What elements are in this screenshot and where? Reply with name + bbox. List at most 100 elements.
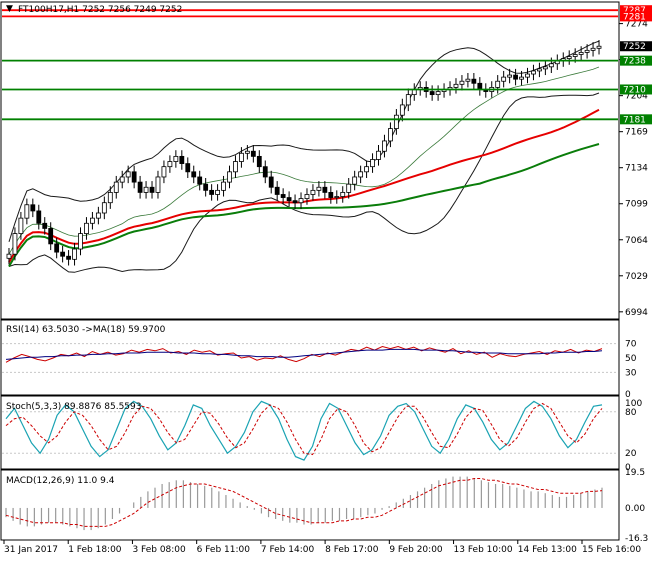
candle-body	[519, 76, 524, 80]
candle-body	[66, 255, 71, 260]
candle-body	[471, 78, 477, 84]
candle-body	[203, 183, 209, 191]
time-tick-label: 8 Feb 17:00	[325, 545, 379, 555]
candle-body	[578, 52, 584, 55]
candle-body	[250, 150, 256, 157]
candle-body	[137, 181, 143, 193]
stochastic-plot	[2, 400, 618, 461]
macd-plot	[5, 476, 603, 531]
price-tick-label: 7064	[625, 236, 648, 246]
candle-body	[227, 171, 232, 183]
candle-body	[280, 194, 286, 198]
price-panel-frame	[0, 1, 620, 320]
rsi-plot	[2, 343, 618, 373]
rsi-tick-label: 0	[625, 390, 631, 400]
candle-body	[405, 94, 411, 106]
price-tick-label: 7274	[625, 20, 648, 30]
candle-body	[340, 192, 346, 197]
candle-body	[525, 73, 530, 78]
candle-body	[179, 155, 185, 164]
stoch-k-line	[5, 400, 603, 461]
candle-body	[393, 114, 399, 129]
candle-body	[382, 140, 387, 152]
stoch-d-line	[5, 402, 603, 456]
candle-body	[84, 222, 89, 234]
candle-body	[596, 45, 602, 49]
candle-body	[465, 78, 471, 82]
candle-body	[6, 253, 12, 259]
candle-body	[292, 200, 298, 204]
macd-panel-frame	[0, 469, 620, 541]
level-price-tag-text: 7210	[623, 85, 646, 95]
candle-body	[477, 82, 483, 90]
rsi-tick-label: 30	[625, 368, 637, 378]
candle-body	[346, 183, 352, 193]
candle-body	[584, 49, 590, 53]
time-tick-label: 7 Feb 14:00	[261, 545, 315, 555]
candle-body	[364, 166, 369, 173]
level-price-tag	[620, 5, 652, 16]
candle-body	[36, 210, 42, 224]
level-price-tag-text: 7181	[623, 115, 646, 125]
candle-body	[316, 186, 322, 191]
symbol-header: FT100H17,H1 7252 7256 7249 7252	[18, 5, 182, 15]
macd-signal-line	[5, 478, 603, 527]
candle-body	[95, 212, 101, 219]
moving-average-green-line	[8, 143, 600, 267]
candle-body	[334, 196, 340, 198]
time-tick-label: 15 Feb 16:00	[582, 545, 641, 555]
macd-tick-label: 0.00	[625, 504, 645, 514]
candle-body	[239, 152, 244, 162]
candle-body	[78, 233, 83, 250]
candle-body	[358, 171, 364, 178]
candle-body	[352, 176, 358, 185]
price-tick-label: 7029	[625, 272, 648, 282]
candle-body	[131, 171, 137, 183]
rsi-tick-label: 70	[625, 340, 637, 350]
dropdown-arrow-icon[interactable]: ▼	[6, 4, 13, 14]
candle-body	[531, 70, 536, 75]
candle-body	[72, 248, 77, 260]
candle-body	[399, 104, 405, 116]
candle-body	[197, 176, 203, 185]
candle-body	[268, 176, 274, 188]
candle-body	[548, 63, 554, 68]
time-tick-label: 31 Jan 2017	[4, 545, 58, 555]
rsi-line	[5, 345, 603, 363]
stoch-title: Stoch(5,3,3) 89.8876 85.5593	[6, 402, 141, 412]
candle-body	[542, 66, 548, 70]
candle-body	[572, 54, 578, 57]
candle-body	[101, 202, 107, 214]
candle-body	[376, 150, 381, 160]
candle-body	[191, 171, 197, 178]
candle-body	[107, 192, 113, 204]
candle-body	[173, 155, 179, 162]
candle-body	[12, 233, 18, 255]
macd-title: MACD(12,26,9) 11.0 9.4	[6, 476, 115, 486]
rsi-tick-label: 50	[625, 354, 637, 364]
price-plot	[2, 9, 618, 273]
candle-body	[155, 176, 161, 193]
axes: 7274723972047169713470997064702969947287…	[3, 5, 652, 555]
candle-body	[566, 56, 572, 59]
stoch-tick-label: 0	[625, 463, 631, 473]
level-price-tag	[620, 11, 652, 22]
stoch-tick-label: 20	[625, 449, 637, 459]
candle-body	[185, 163, 191, 173]
candle-body	[286, 197, 292, 202]
stoch-tick-label: 100	[625, 399, 642, 409]
macd-tick-label: -16.3	[625, 534, 648, 544]
candle-body	[304, 194, 310, 199]
candle-body	[233, 161, 238, 173]
candle-body	[328, 192, 334, 198]
level-price-tag-text: 7238	[623, 57, 646, 67]
time-tick-label: 9 Feb 20:00	[389, 545, 443, 555]
candle-body	[388, 128, 393, 142]
level-price-tag	[620, 55, 652, 66]
candle-body	[370, 159, 375, 168]
candle-body	[453, 83, 459, 88]
time-tick-label: 3 Feb 08:00	[132, 545, 186, 555]
candle-body	[459, 80, 465, 85]
